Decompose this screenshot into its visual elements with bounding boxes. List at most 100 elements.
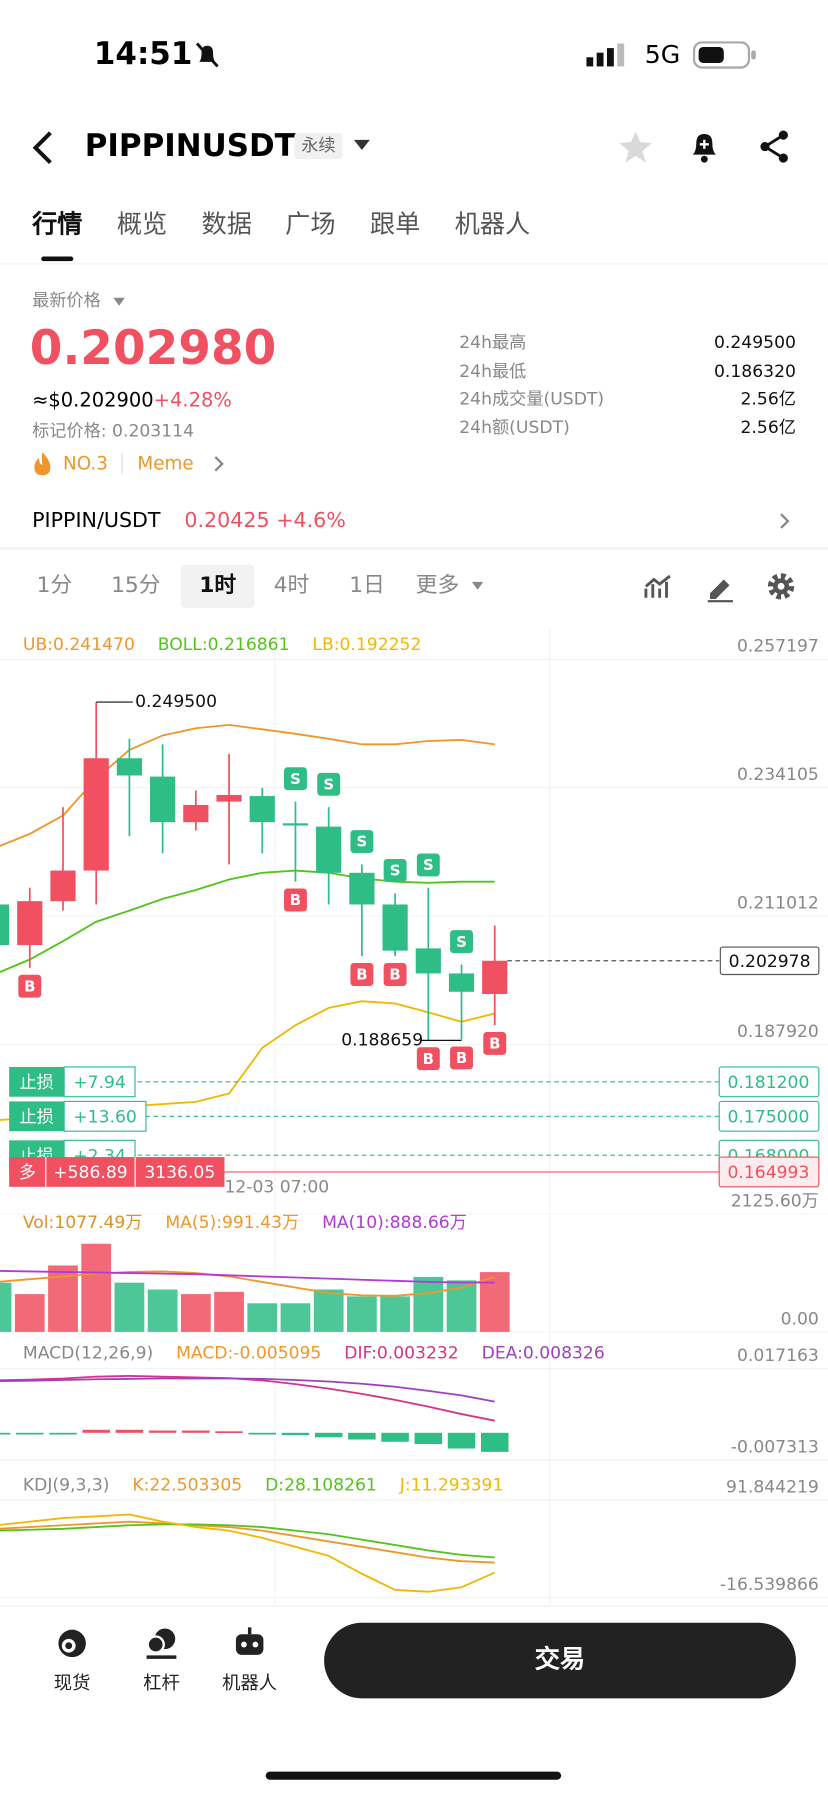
trade-marker: S <box>323 775 334 793</box>
indicator-line <box>0 1270 496 1297</box>
last-price-label: 0.202978 <box>729 952 811 972</box>
order-price: 0.164993 <box>728 1163 810 1183</box>
spot-icon[interactable] <box>55 1626 89 1660</box>
y-tick-label: 0.017163 <box>737 1346 819 1366</box>
network: 5G <box>644 41 681 70</box>
order-pnl: +7.94 <box>73 1073 126 1093</box>
share-button[interactable] <box>758 129 790 163</box>
category[interactable]: Meme <box>137 452 194 475</box>
symbol-title: PIPPINUSDT <box>84 128 296 164</box>
interval-selected-bg <box>180 564 255 609</box>
tab[interactable]: 跟单 <box>369 210 421 240</box>
order-tag-bg <box>9 1066 65 1097</box>
nav-label[interactable]: 杠杆 <box>143 1672 180 1694</box>
order-pnl-bg <box>63 1066 136 1098</box>
indicator-line <box>0 1270 495 1284</box>
candle-body <box>0 904 10 946</box>
legend-label: DEA:0.008326 <box>482 1344 605 1364</box>
min-label: 0.188659 <box>341 1030 423 1050</box>
favorite-button[interactable] <box>618 129 652 163</box>
tab[interactable]: 广场 <box>285 210 336 240</box>
candle-body <box>50 870 76 902</box>
legend-label: J:11.293391 <box>399 1475 504 1495</box>
candle-body <box>116 758 143 776</box>
legend-label: MACD:-0.005095 <box>176 1344 321 1364</box>
candle-body <box>448 973 475 992</box>
settings-button[interactable] <box>766 571 796 601</box>
kline-chart: 0.257197 0.234105 0.211012 0.187920 B S B S S B S B… <box>0 627 828 1604</box>
order-price: 0.175000 <box>728 1107 810 1127</box>
tab-indicator <box>41 256 74 262</box>
nav-label[interactable]: 现货 <box>53 1672 91 1694</box>
price-dropdown[interactable] <box>112 297 126 307</box>
indicator-button[interactable] <box>644 573 674 603</box>
trade-marker: B <box>24 977 35 995</box>
indicator-line <box>0 1374 495 1422</box>
bot-icon[interactable] <box>232 1624 266 1658</box>
volume-bar <box>180 1294 211 1332</box>
y-tick-label: 0.00 <box>781 1309 819 1329</box>
candle-body <box>382 904 408 951</box>
macd-bar <box>215 1431 243 1434</box>
tab[interactable]: 机器人 <box>454 210 531 240</box>
rank: NO.3 <box>62 452 108 475</box>
trade-button[interactable]: 交易 <box>324 1622 796 1699</box>
interval[interactable]: 1日 <box>349 572 385 598</box>
margin-icon[interactable] <box>144 1626 178 1660</box>
y-tick-label: 91.844219 <box>726 1478 819 1498</box>
interval[interactable]: 1分 <box>36 572 73 598</box>
interval[interactable]: 15分 <box>111 572 161 598</box>
draw-button[interactable] <box>705 573 735 603</box>
macd-bar <box>182 1430 210 1433</box>
trade-marker: B <box>356 966 367 984</box>
trade-marker: S <box>357 833 368 851</box>
interval[interactable]: 4时 <box>273 572 310 598</box>
y-tick-label: 0.257197 <box>737 637 819 657</box>
macd-bar <box>248 1432 277 1435</box>
interval[interactable]: 1时 <box>199 572 237 598</box>
trade-marker: B <box>389 966 400 984</box>
indicator-line <box>0 1520 495 1564</box>
candle-body <box>150 776 176 823</box>
spot-arrow[interactable] <box>779 512 790 530</box>
spot-pair[interactable]: PIPPIN/USDT <box>32 508 161 533</box>
legend-label: KDJ(9,3,3) <box>23 1475 110 1495</box>
divider <box>0 547 828 550</box>
back-button[interactable] <box>30 131 57 165</box>
legend-label: MACD(12,26,9) <box>23 1344 153 1364</box>
order-pnl: +13.60 <box>73 1107 137 1127</box>
order-pnl: +586.89 <box>53 1163 127 1183</box>
trade-marker-bg <box>416 1047 440 1071</box>
separator <box>121 453 123 475</box>
tab[interactable]: 数据 <box>201 210 252 240</box>
trade-marker-bg <box>284 767 307 791</box>
trade-marker: B <box>423 1050 434 1068</box>
volume-bar <box>0 1282 12 1332</box>
trade-marker-bg <box>383 963 407 986</box>
interval[interactable]: 更多 <box>415 572 460 598</box>
battery <box>692 41 756 69</box>
candle-body <box>83 758 109 871</box>
order-price-box <box>718 1156 820 1188</box>
y-tick-label: 0.211012 <box>737 893 819 913</box>
mark-price: 0.203114 <box>112 420 195 441</box>
tab[interactable]: 行情 <box>32 210 83 240</box>
stat-label: 24h额(USDT) <box>459 416 570 437</box>
macd-bar <box>314 1432 343 1438</box>
symbol-dropdown[interactable] <box>353 139 370 151</box>
more-dropdown[interactable] <box>471 581 484 591</box>
mark-price-row: 标记价格: 0.203114 <box>32 420 195 441</box>
spot-change: +4.6% <box>276 508 346 533</box>
indicator-line <box>0 1377 495 1403</box>
macd-bar <box>16 1432 44 1435</box>
nav-label[interactable]: 机器人 <box>222 1672 278 1694</box>
trade-marker: S <box>423 856 434 874</box>
legend-label: K:22.503305 <box>132 1475 242 1495</box>
usd-price-row: ≈$0.202900+4.28% <box>32 391 232 411</box>
order-tag: 止损 <box>19 1107 53 1127</box>
alert-button[interactable] <box>688 129 720 163</box>
stat-label: 24h成交量(USDT) <box>459 388 605 409</box>
legend-label: DIF:0.003232 <box>344 1344 458 1364</box>
tab[interactable]: 概览 <box>116 210 168 240</box>
category-arrow[interactable] <box>213 455 224 473</box>
